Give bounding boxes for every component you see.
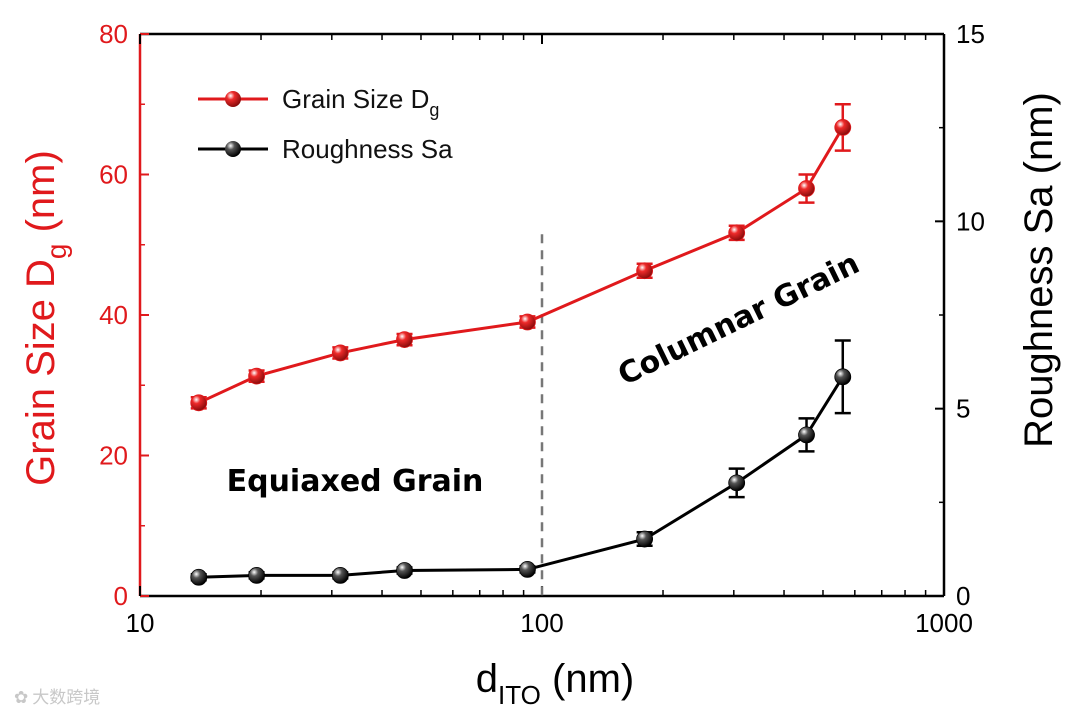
data-point-roughness bbox=[728, 474, 746, 492]
x-tick-label: 100 bbox=[520, 608, 563, 638]
legend-marker-roughness bbox=[225, 141, 241, 157]
data-point-grain-size bbox=[519, 313, 536, 331]
annotation-equiaxed-grain: Equiaxed Grain bbox=[227, 464, 484, 499]
y-left-tick-label: 20 bbox=[99, 441, 128, 471]
data-point-grain-size bbox=[798, 180, 815, 197]
data-point-grain-size bbox=[834, 119, 852, 136]
y-left-tick-label: 0 bbox=[114, 581, 128, 611]
data-point-roughness bbox=[190, 568, 208, 586]
data-point-grain-size bbox=[331, 344, 349, 362]
data-point-grain-size bbox=[728, 224, 746, 242]
y-right-tick-label: 5 bbox=[956, 394, 970, 424]
y-right-tick-label: 15 bbox=[956, 19, 985, 49]
data-point-roughness bbox=[248, 566, 265, 584]
y-right-axis-title: Roughness Sa (nm) bbox=[1017, 92, 1061, 448]
y-right-tick-label: 10 bbox=[956, 206, 985, 236]
legend-label-grain-size: Grain Size Dg bbox=[282, 84, 439, 120]
data-point-grain-size bbox=[636, 262, 654, 280]
x-tick-label: 1000 bbox=[915, 608, 973, 638]
data-point-grain-size bbox=[396, 331, 413, 348]
legend: Grain Size Dg Roughness Sa bbox=[198, 84, 453, 164]
data-point-roughness bbox=[636, 530, 654, 548]
data-point-roughness bbox=[798, 426, 815, 444]
weibo-logo-icon: ✿ bbox=[14, 688, 29, 708]
data-point-grain-size bbox=[248, 367, 265, 385]
data-point-roughness bbox=[331, 566, 349, 584]
legend-label-roughness: Roughness Sa bbox=[282, 134, 453, 164]
series-line-grain-size bbox=[198, 126, 845, 405]
data-point-roughness bbox=[519, 560, 536, 578]
data-point-roughness bbox=[396, 562, 413, 579]
legend-marker-grain-size bbox=[225, 91, 241, 107]
watermark: ✿ 大数跨境 bbox=[14, 683, 100, 708]
x-axis-title: dITO (nm) bbox=[476, 657, 634, 710]
data-point-grain-size bbox=[190, 394, 208, 412]
plot-frame-group: 0 20 40 60 80 0 5 10 15 10 100 1000 bbox=[99, 19, 985, 638]
y-left-tick-label: 80 bbox=[99, 19, 128, 49]
data-point-roughness bbox=[834, 368, 852, 386]
series-group bbox=[190, 103, 852, 586]
x-tick-label: 10 bbox=[126, 608, 155, 638]
y-left-tick-label: 60 bbox=[99, 160, 128, 190]
watermark-text: 大数跨境 bbox=[32, 688, 101, 708]
y-right-tick-label: 0 bbox=[956, 581, 970, 611]
y-left-axis-title: Grain Size Dg (nm) bbox=[19, 150, 72, 486]
y-left-tick-label: 40 bbox=[99, 300, 128, 330]
